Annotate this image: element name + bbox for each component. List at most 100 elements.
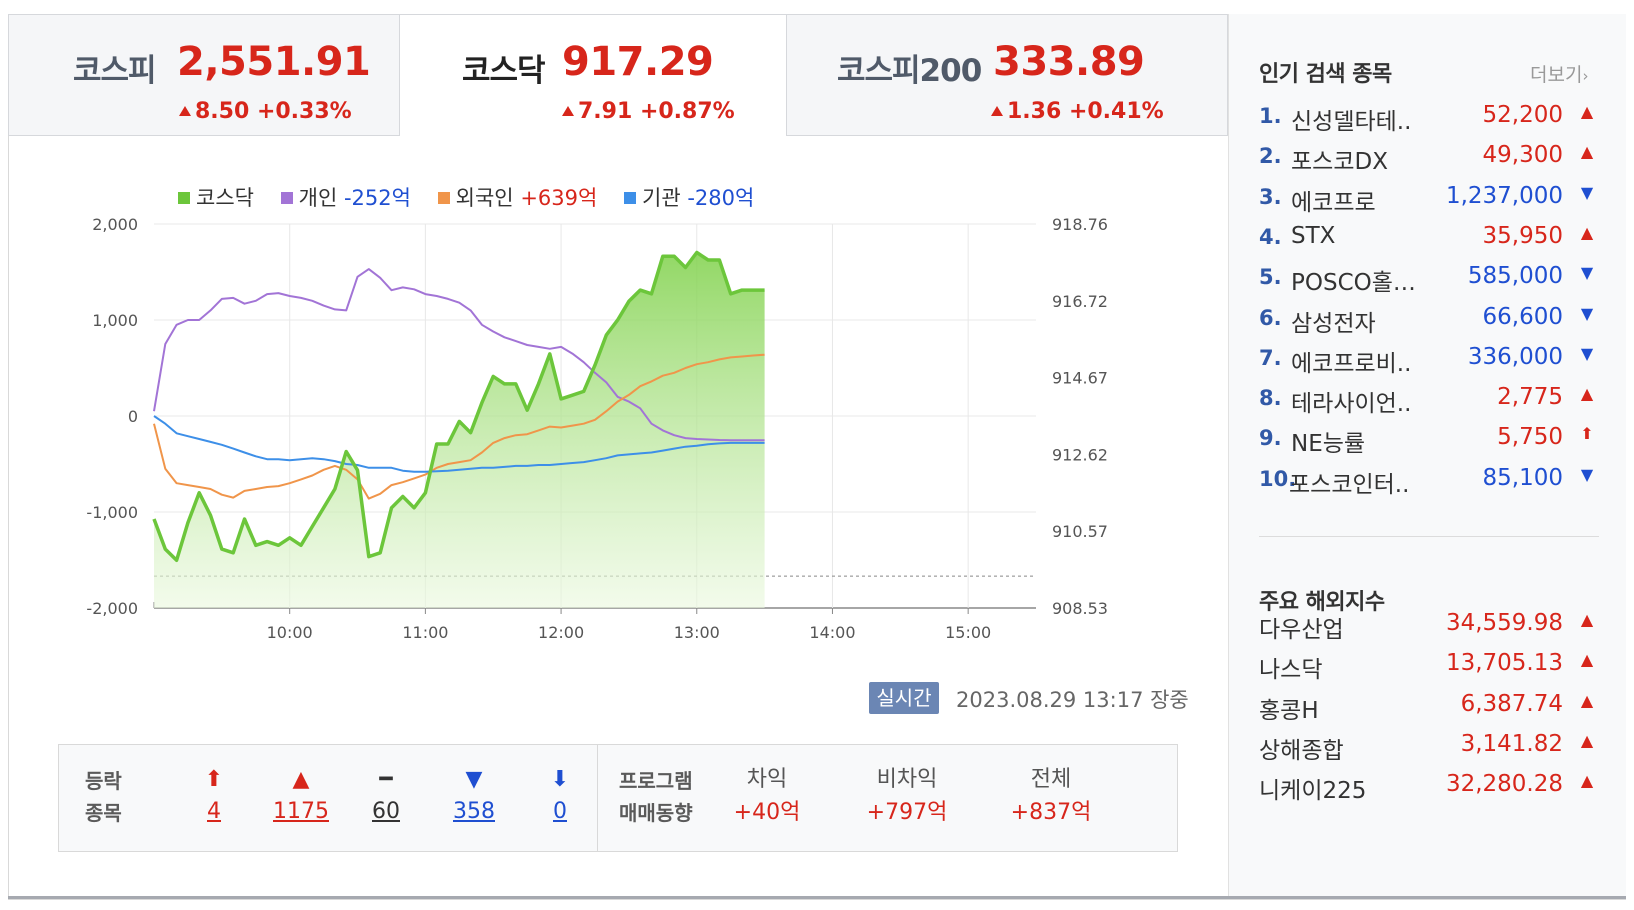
stock-name[interactable]: 에코프로 xyxy=(1291,189,1376,216)
lower-limit-icon: ⬇ xyxy=(550,767,570,792)
realtime-badge[interactable]: 실시간 xyxy=(869,682,939,714)
down-triangle-icon: ▼ xyxy=(1580,343,1594,363)
program-label: 전체 xyxy=(1030,767,1072,792)
up-triangle-icon: ▲ xyxy=(292,767,310,792)
stock-price: 5,750 xyxy=(1497,424,1563,451)
y-left-tick-label: 2,000 xyxy=(92,215,138,234)
down-triangle-icon: ▼ xyxy=(465,767,483,792)
legend-swatch xyxy=(178,192,190,204)
rank-number: 4. xyxy=(1259,224,1282,249)
advance-decline-1[interactable]: ▲ 1175 xyxy=(266,765,336,829)
world-index-row[interactable]: 홍콩H 6,387.74 ▲ xyxy=(1259,685,1599,727)
legend-item-individual[interactable]: 개인 -252억 xyxy=(280,182,411,212)
popular-stock-row[interactable]: 9. NE능률 5,750 ⬆ xyxy=(1259,418,1599,460)
advance-decline-2[interactable]: ━ 60 xyxy=(351,765,421,829)
tab-kospi[interactable]: 코스피 2,551.91 8.50 +0.33% xyxy=(8,14,400,136)
advance-decline-count: 60 xyxy=(372,799,400,824)
y-right-tick-label: 908.53 xyxy=(1052,599,1108,618)
stock-price: 85,100 xyxy=(1482,464,1563,491)
rank-number: 5. xyxy=(1259,265,1282,290)
program-label: 비차익 xyxy=(876,767,938,792)
tab-kosdaq[interactable]: 코스닥 917.29 7.91 +0.87% xyxy=(399,14,787,136)
legend-label: 개인 xyxy=(298,186,338,210)
stock-name[interactable]: 테라사이언.. xyxy=(1291,391,1412,418)
stock-name[interactable]: NE능률 xyxy=(1291,431,1366,458)
popular-stock-row[interactable]: 1. 신성델타테.. 52,200 ▲ xyxy=(1259,96,1599,138)
tab-kosdaq-change: 7.91 +0.87% xyxy=(562,99,735,124)
frame-bottom-bar xyxy=(8,896,1626,899)
right-axis-ticks: 918.76 916.72 914.67 912.62 910.57 908.53 xyxy=(1052,215,1108,618)
stock-name[interactable]: 포스코DX xyxy=(1291,149,1388,176)
y-left-tick-label: 0 xyxy=(128,407,138,426)
up-triangle-icon: ▲ xyxy=(1580,610,1594,629)
legend-amount: -280억 xyxy=(687,186,755,210)
rank-number: 1. xyxy=(1259,104,1282,128)
tab-kospi200[interactable]: 코스피200 333.89 1.36 +0.41% xyxy=(786,14,1228,136)
up-triangle-icon xyxy=(179,106,191,116)
index-name[interactable]: 상해종합 xyxy=(1259,737,1344,764)
y-left-tick-label: -1,000 xyxy=(86,503,138,522)
up-triangle-icon: ▲ xyxy=(1580,142,1594,162)
index-value: 6,387.74 xyxy=(1460,690,1563,717)
world-index-row[interactable]: 상해종합 3,141.82 ▲ xyxy=(1259,725,1599,767)
stock-name[interactable]: POSCO홀… xyxy=(1291,270,1416,297)
popular-stock-row[interactable]: 4. STX 35,950 ▲ xyxy=(1259,217,1599,259)
legend-amount: -252억 xyxy=(343,186,411,210)
popular-stock-row[interactable]: 6. 삼성전자 66,600 ▼ xyxy=(1259,298,1599,340)
more-link[interactable]: 더보기› xyxy=(1530,60,1588,87)
popular-stock-row[interactable]: 10. 포스코인터.. 85,100 ▼ xyxy=(1259,459,1599,501)
program-trading-item: 전체 +837억 xyxy=(981,765,1121,831)
x-tick-label: 12:00 xyxy=(538,623,584,642)
popular-stock-row[interactable]: 3. 에코프로 1,237,000 ▼ xyxy=(1259,177,1599,219)
stock-name[interactable]: 삼성전자 xyxy=(1291,310,1376,337)
chevron-right-icon: › xyxy=(1582,67,1589,85)
program-label: 차익 xyxy=(746,767,788,792)
advance-decline-3[interactable]: ▼ 358 xyxy=(439,765,509,829)
chart-timestamp: 2023.08.29 13:17 장중 xyxy=(956,688,1189,712)
divider xyxy=(597,745,598,851)
legend-item-foreign[interactable]: 외국인 +639억 xyxy=(437,182,597,212)
up-triangle-icon: ▲ xyxy=(1580,650,1594,670)
index-name[interactable]: 나스닥 xyxy=(1259,657,1323,684)
popular-stock-row[interactable]: 2. 포스코DX 49,300 ▲ xyxy=(1259,136,1599,178)
popular-stock-row[interactable]: 7. 에코프로비.. 336,000 ▼ xyxy=(1259,338,1599,380)
world-index-row[interactable]: 다우산업 34,559.98 ▲ xyxy=(1259,604,1599,646)
down-triangle-icon: ▼ xyxy=(1580,464,1594,484)
stock-price: 585,000 xyxy=(1467,263,1563,290)
rank-number: 10. xyxy=(1259,466,1297,491)
world-index-row[interactable]: 나스닥 13,705.13 ▲ xyxy=(1259,644,1599,686)
tab-kosdaq-value: 917.29 xyxy=(562,39,714,85)
popular-stock-row[interactable]: 8. 테라사이언.. 2,775 ▲ xyxy=(1259,378,1599,420)
stock-price: 35,950 xyxy=(1482,222,1563,249)
legend-item-kosdaq[interactable]: 코스닥 xyxy=(178,182,254,212)
index-name[interactable]: 다우산업 xyxy=(1259,617,1344,643)
world-index-row[interactable]: 니케이225 32,280.28 ▲ xyxy=(1259,765,1599,807)
advance-decline-0[interactable]: ⬆ 4 xyxy=(179,765,249,829)
down-triangle-icon: ▼ xyxy=(1580,303,1594,323)
index-value: 32,280.28 xyxy=(1445,771,1563,798)
world-title: 주요 해외지수 xyxy=(1259,590,1385,615)
program-trading-label: 프로그램 매매동향 xyxy=(619,765,693,829)
legend-item-institution[interactable]: 기관 -280억 xyxy=(624,182,754,212)
index-name[interactable]: 니케이225 xyxy=(1259,778,1367,805)
y-right-tick-label: 916.72 xyxy=(1052,292,1108,311)
intraday-chart[interactable]: 2,000 1,000 0 -1,000 -2,000 918.76 916.72 914.… xyxy=(60,210,1160,660)
down-triangle-icon: ▼ xyxy=(1580,182,1594,202)
index-name[interactable]: 홍콩H xyxy=(1259,697,1319,724)
advance-decline-4[interactable]: ⬇ 0 xyxy=(525,765,595,829)
advance-decline-count: 0 xyxy=(553,799,567,824)
stock-name[interactable]: STX xyxy=(1291,222,1336,249)
series-line-3 xyxy=(153,415,765,473)
stock-name[interactable]: 신성델타테.. xyxy=(1291,109,1412,135)
tab-kospi-change-text: 8.50 +0.33% xyxy=(195,99,352,124)
popular-stock-row[interactable]: 5. POSCO홀… 585,000 ▼ xyxy=(1259,257,1599,299)
up-triangle-icon xyxy=(562,106,574,116)
stock-name[interactable]: 포스코인터.. xyxy=(1289,471,1410,498)
series-line-0 xyxy=(152,250,765,563)
stock-name[interactable]: 에코프로비.. xyxy=(1291,350,1412,377)
chart-series xyxy=(152,250,765,608)
up-triangle-icon: ▲ xyxy=(1580,384,1594,404)
tab-kosdaq-name: 코스닥 xyxy=(462,53,546,89)
label-line: 매매동향 xyxy=(619,801,693,825)
label-line: 등락 xyxy=(85,769,122,793)
